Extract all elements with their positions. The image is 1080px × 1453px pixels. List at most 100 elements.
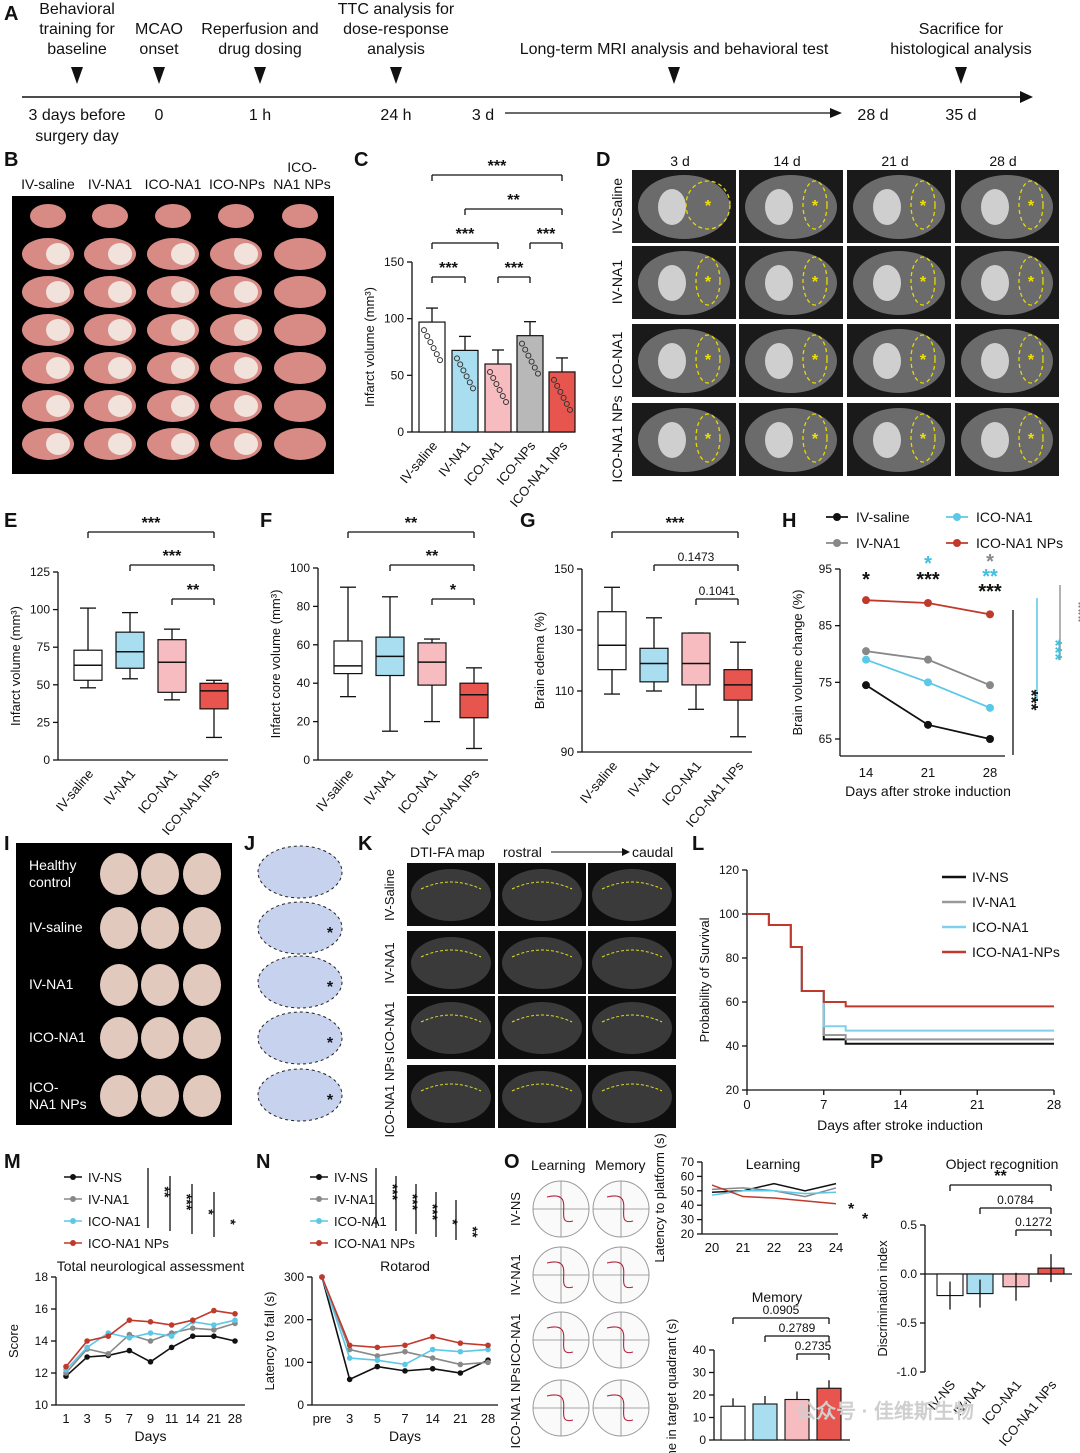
mri-ventricle [873, 265, 901, 301]
whole-brain [141, 1075, 179, 1117]
infarct-region [46, 395, 70, 417]
mri-timepoint-label: 3 d [670, 153, 689, 169]
legend-label: ICO-NA1 NPs [88, 1236, 169, 1251]
dti-tract-outline [601, 1014, 663, 1023]
series-point [105, 1333, 112, 1339]
infarct-region [108, 281, 132, 303]
panel-j-letter: J [244, 833, 255, 855]
legend-label: ICO-NA1-NPs [972, 944, 1060, 960]
chart-p-title: Object recognition [946, 1156, 1059, 1172]
brain-slice [30, 204, 66, 228]
dti-brain [502, 1071, 582, 1123]
infarct-region [234, 281, 258, 303]
dti-brain [592, 1002, 672, 1054]
series-point [485, 1359, 491, 1366]
timeline-event-label: Long-term MRI analysis and behavioral te… [520, 41, 829, 58]
lesion-marker: * [812, 198, 819, 215]
chart-c-y-tick-label: 100 [384, 312, 404, 326]
x-tick-label: ICO-NA1 [135, 766, 180, 816]
x-tick-label: 7 [820, 1097, 827, 1112]
lesion-outline [685, 180, 731, 230]
series-point [862, 681, 870, 690]
timeline-event-label: baseline [47, 41, 107, 58]
chart-o-memory-y-tick-label: 30 [693, 1366, 707, 1380]
section-outline [257, 1068, 343, 1122]
dti-brain [411, 869, 491, 921]
section-outline [257, 845, 343, 899]
sig-label: ** [157, 1187, 173, 1198]
series-point [457, 1361, 464, 1368]
chart-l-y-tick-label: 120 [719, 863, 739, 877]
mri-ventricle [765, 189, 793, 225]
legend-marker [953, 539, 961, 547]
swim-path [546, 1394, 574, 1422]
chart-n-y-tick-label: 100 [284, 1355, 304, 1369]
whole-brain [183, 1017, 221, 1059]
series-point [126, 1317, 133, 1323]
swim-path [606, 1261, 634, 1289]
sig-label: ** [982, 566, 998, 588]
chart-p-y-tick-label: -1.0 [896, 1365, 917, 1379]
series-point [126, 1335, 133, 1341]
legend-label: IV-NS [88, 1170, 122, 1185]
timeline-time-label: surgery day [35, 128, 119, 145]
chart-g-y-tick-label: 110 [555, 684, 574, 698]
lesion-marker: * [327, 925, 334, 942]
infarct-region [108, 243, 132, 265]
series-point [374, 1344, 381, 1351]
series-point [986, 735, 994, 743]
chart-g-y-tick-label: 130 [554, 623, 574, 637]
x-tick-label: 5 [105, 1411, 112, 1426]
sig-label: * [986, 551, 994, 573]
sig-label: *** [505, 260, 524, 277]
brain-slice [92, 204, 128, 228]
mri-ventricle [658, 189, 686, 225]
x-tick-label: 22 [767, 1240, 781, 1255]
sig-label: * [223, 1219, 239, 1225]
data-point [535, 370, 541, 377]
x-tick-label: 14 [425, 1411, 439, 1426]
timeline-event-label: histological analysis [890, 41, 1031, 58]
dti-brain [411, 1071, 491, 1123]
data-point [528, 358, 535, 365]
series-point [147, 1330, 154, 1336]
lesion-marker: * [705, 431, 712, 448]
lesion-marker: * [327, 1035, 334, 1052]
lesion-marker: * [705, 198, 712, 215]
chart-o-learning-y-tick-label: 50 [681, 1184, 695, 1198]
mri-row-label: IV-Saline [609, 178, 625, 234]
timeline-interval-arrowhead [830, 108, 842, 118]
lesion-marker: * [812, 274, 819, 291]
series-point [84, 1338, 90, 1344]
x-tick-label: 14 [893, 1097, 907, 1112]
chart-m-y-axis-label: Score [6, 1324, 21, 1358]
timeline-event-label: onset [139, 41, 179, 58]
infarct-region [108, 395, 132, 417]
timeline-time-label: 0 [155, 107, 164, 124]
legend-label: IV-saline [856, 509, 910, 525]
lesion-outline [802, 334, 828, 384]
brain-slice [274, 238, 326, 270]
sig-label: 0.2735 [795, 1339, 832, 1353]
data-point [503, 399, 509, 405]
chart-c-y-axis-label: Infarct volume (mm³) [362, 287, 377, 407]
brain-row-label: IV-saline [29, 919, 83, 935]
mri-ventricle [981, 422, 1009, 458]
timeline-event-label: drug dosing [218, 41, 302, 58]
whole-brain [141, 1017, 179, 1059]
series-point [189, 1333, 196, 1339]
legend-label: IV-NA1 [856, 535, 901, 551]
data-point [563, 400, 570, 407]
x-tick-label: 7 [126, 1411, 133, 1426]
chart-m-y-tick-label: 16 [35, 1302, 49, 1316]
series-point [211, 1307, 217, 1314]
sig-label: *** [385, 1184, 401, 1201]
lesion-outline [802, 256, 828, 306]
series-point [374, 1357, 381, 1363]
legend-marker [70, 1218, 76, 1224]
legend-label: IV-NA1 [334, 1192, 375, 1207]
mri-ventricle [765, 265, 793, 301]
chart-l-y-tick-label: 20 [726, 1083, 740, 1097]
timeline-time-label: 3 days before [29, 107, 126, 124]
lesion-marker: * [812, 431, 819, 448]
